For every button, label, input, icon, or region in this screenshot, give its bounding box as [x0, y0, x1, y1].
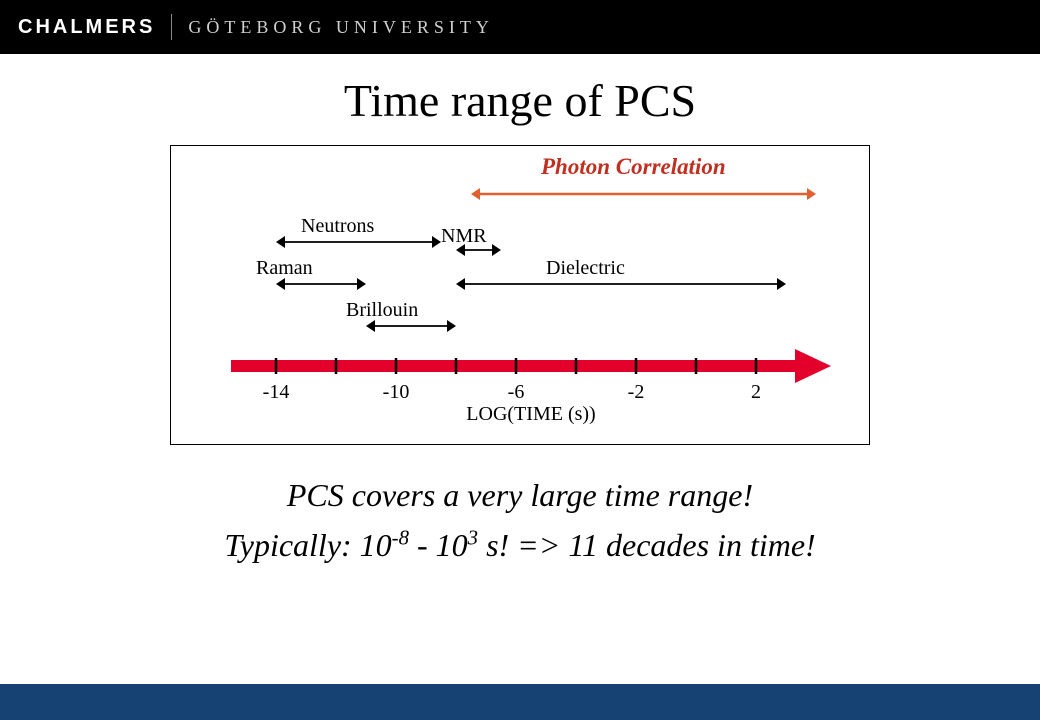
header-divider [171, 14, 172, 40]
caption-line-1: PCS covers a very large time range! [0, 471, 1040, 521]
technique-raman: Raman [256, 257, 313, 279]
caption: PCS covers a very large time range! Typi… [0, 471, 1040, 570]
svg-text:-14: -14 [263, 381, 290, 403]
svg-text:-2: -2 [628, 381, 645, 403]
technique-photon-correlation: Photon Correlation [540, 154, 726, 179]
svg-text:-6: -6 [508, 381, 525, 403]
logo-chalmers: CHALMERS [18, 16, 155, 39]
technique-dielectric: Dielectric [546, 257, 625, 279]
time-range-diagram: -14 -10 -6 -2 2 LOG(TIME (s)) Photon Correlati… [170, 145, 870, 445]
technique-brillouin: Brillouin [346, 299, 418, 321]
technique-neutrons: Neutrons [301, 215, 375, 237]
svg-text:2: 2 [751, 381, 761, 403]
logo-goteborg: GÖTEBORG UNIVERSITY [188, 17, 494, 38]
header-bar: CHALMERS GÖTEBORG UNIVERSITY [0, 0, 1040, 54]
footer-bar [0, 684, 1040, 720]
svg-text:-10: -10 [383, 381, 410, 403]
diagram-svg: -14 -10 -6 -2 2 LOG(TIME (s)) Photon Correlati… [171, 146, 871, 446]
caption-line-2: Typically: 10-8 - 103 s! => 11 decades i… [0, 521, 1040, 571]
page-title: Time range of PCS [0, 74, 1040, 127]
technique-nmr: NMR [441, 225, 487, 247]
svg-text:LOG(TIME (s)): LOG(TIME (s)) [466, 403, 595, 425]
